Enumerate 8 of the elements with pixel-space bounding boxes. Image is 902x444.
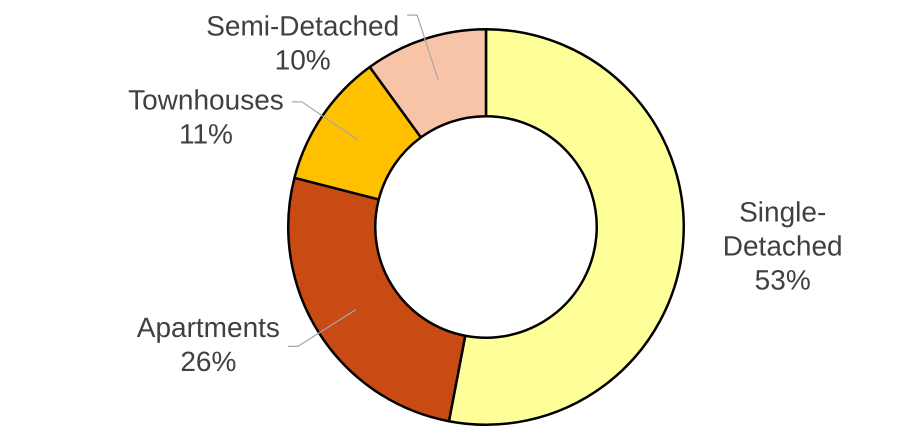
data-label: 10% [274, 44, 331, 76]
slice-label: Apartments [136, 312, 280, 344]
slice-label: Townhouses [128, 84, 284, 116]
slice-label: Single-Detached [722, 196, 843, 262]
data-label: 26% [180, 346, 236, 378]
data-label: 11% [178, 118, 233, 150]
slice-label: Semi-Detached [206, 10, 400, 42]
data-label: 53% [754, 264, 811, 296]
